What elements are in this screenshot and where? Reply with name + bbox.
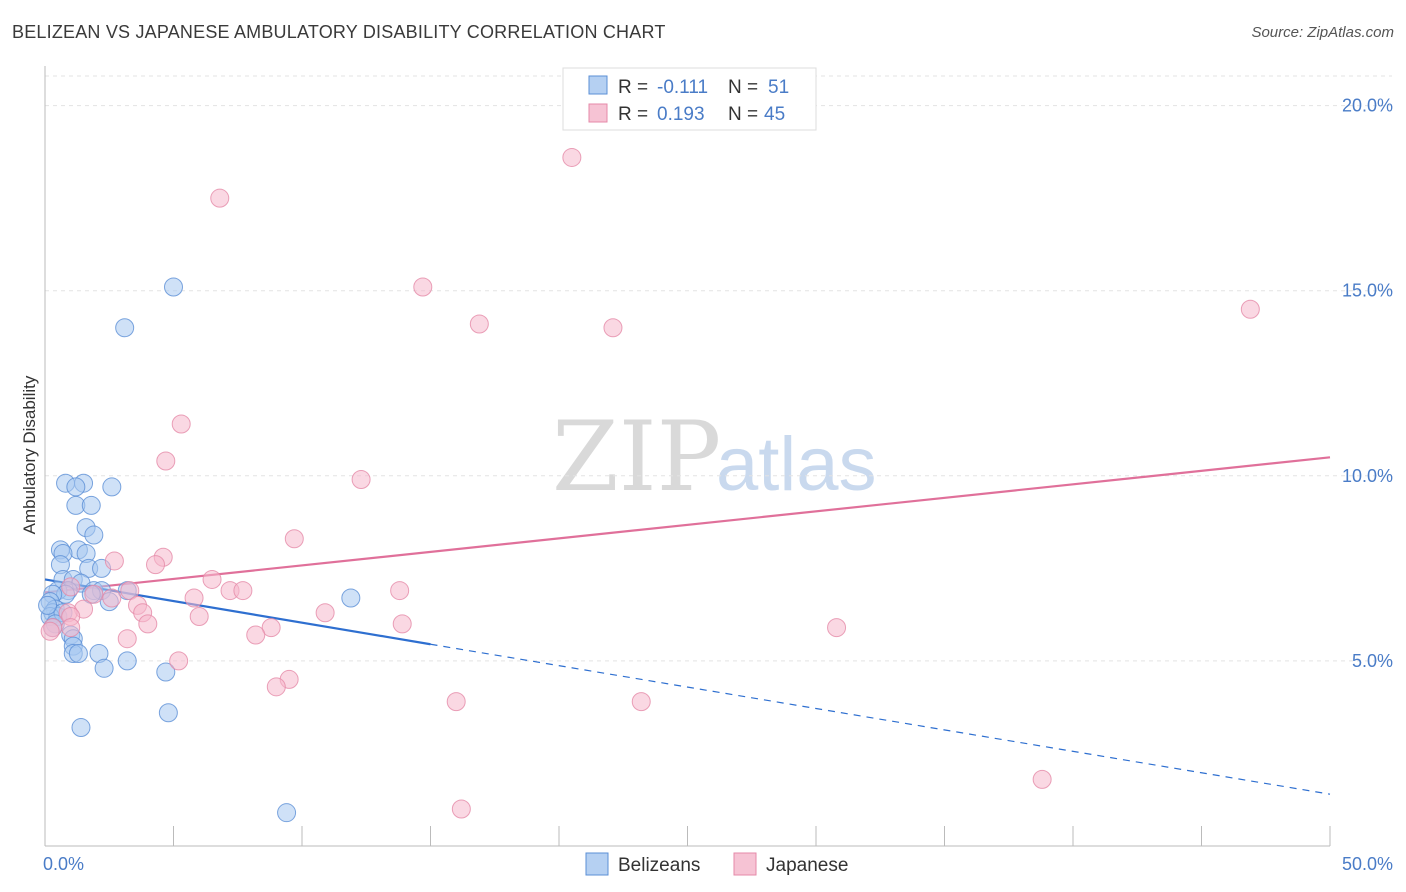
- japanese-point-6: [171, 414, 191, 434]
- belizean-point-5: [102, 477, 122, 497]
- japanese-point-20: [184, 588, 204, 608]
- japanese-point-41: [446, 692, 466, 712]
- stats-legend: R = -0.111 N = 51 R = 0.193 N = 45: [562, 67, 817, 131]
- legend-r-label-2: R =: [618, 104, 648, 125]
- japanese-point-35: [40, 621, 60, 641]
- belizean-point-0: [164, 277, 183, 297]
- y-tick-label-0: 5.0%: [1352, 651, 1393, 671]
- legend-r-value-2: 0.193: [657, 104, 705, 125]
- japanese-point-42: [631, 692, 651, 712]
- legend-swatch-japanese: [588, 103, 608, 123]
- japanese-trendline: [44, 456, 1331, 594]
- belizean-point-46: [156, 662, 176, 682]
- y-tick-label-2: 15.0%: [1342, 281, 1393, 301]
- japanese-point-9: [284, 529, 304, 549]
- japanese-point-44: [451, 799, 471, 819]
- chart-title: BELIZEAN VS JAPANESE AMBULATORY DISABILI…: [12, 22, 666, 42]
- legend-n-value-1: 51: [768, 77, 789, 98]
- japanese-point-33: [392, 614, 412, 634]
- japanese-point-2: [413, 277, 433, 297]
- belizean-point-42: [68, 644, 88, 663]
- japanese-point-19: [84, 584, 104, 604]
- japanese-point-12: [146, 555, 166, 575]
- belizean-point-47: [158, 703, 178, 723]
- x-tick-label-1: 50.0%: [1342, 854, 1393, 874]
- legend-r-value-1: -0.111: [657, 77, 708, 98]
- watermark-zip: ZIP: [552, 401, 721, 513]
- belizean-point-7: [81, 495, 101, 515]
- japanese-point-29: [138, 614, 158, 634]
- japanese-point-13: [202, 569, 222, 589]
- japanese-point-5: [1240, 299, 1260, 319]
- japanese-point-8: [351, 470, 371, 490]
- legend-swatch-belizeans: [588, 75, 608, 95]
- legend-n-value-2: 45: [764, 104, 785, 125]
- y-axis-label: Ambulatory Disability: [20, 375, 39, 534]
- legend-swatch-belizeans-bottom: [585, 852, 609, 876]
- y-tick-label-1: 10.0%: [1342, 466, 1393, 486]
- belizean-point-50: [38, 595, 58, 615]
- y-tick-labels: 5.0% 10.0% 15.0% 20.0%: [1342, 96, 1393, 671]
- y-tick-label-3: 20.0%: [1342, 96, 1393, 116]
- japanese-point-0: [562, 147, 582, 167]
- legend-swatch-japanese-bottom: [733, 852, 757, 876]
- data-points: [38, 147, 1260, 823]
- japanese-point-18: [390, 581, 410, 601]
- belizean-point-9: [84, 525, 104, 545]
- x-tick-label-0: 0.0%: [43, 854, 84, 874]
- japanese-point-10: [104, 551, 124, 571]
- japanese-point-40: [266, 677, 286, 697]
- belizean-point-30: [341, 588, 361, 608]
- japanese-point-17: [233, 581, 253, 601]
- japanese-point-43: [1032, 769, 1052, 789]
- belizean-trendline-extension: [430, 643, 1331, 795]
- japanese-point-37: [117, 629, 137, 649]
- legend-n-label-1: N =: [728, 77, 758, 98]
- japanese-point-21: [102, 588, 122, 608]
- belizean-point-1: [115, 318, 135, 338]
- japanese-point-3: [469, 314, 489, 334]
- japanese-point-34: [827, 618, 847, 638]
- legend-r-label-1: R =: [618, 77, 648, 98]
- axes: [44, 66, 1331, 847]
- legend-label-belizeans: Belizeans: [618, 855, 700, 876]
- belizean-point-48: [71, 718, 91, 738]
- watermark-atlas: atlas: [716, 422, 877, 507]
- belizean-point-45: [94, 658, 114, 678]
- japanese-point-38: [169, 651, 189, 671]
- japanese-point-4: [603, 318, 623, 338]
- japanese-point-26: [315, 603, 335, 623]
- japanese-point-14: [61, 577, 81, 597]
- japanese-point-36: [246, 625, 266, 645]
- japanese-point-7: [156, 451, 176, 471]
- watermark: ZIP atlas: [552, 401, 877, 513]
- x-tick-labels: 0.0% 50.0%: [43, 854, 1393, 874]
- japanese-point-28: [189, 606, 209, 626]
- belizean-point-49: [277, 803, 297, 823]
- belizean-point-44: [117, 651, 137, 671]
- legend-n-label-2: N =: [728, 104, 758, 125]
- japanese-point-15: [120, 581, 140, 601]
- japanese-point-1: [210, 188, 230, 208]
- chart-source: Source: ZipAtlas.com: [1251, 24, 1394, 41]
- series-legend: Belizeans Japanese: [585, 852, 848, 876]
- japanese-point-30: [61, 618, 81, 638]
- belizean-point-4: [66, 477, 86, 497]
- legend-label-japanese: Japanese: [766, 855, 848, 876]
- grid: [45, 75, 1392, 662]
- japanese-point-32: [261, 618, 281, 638]
